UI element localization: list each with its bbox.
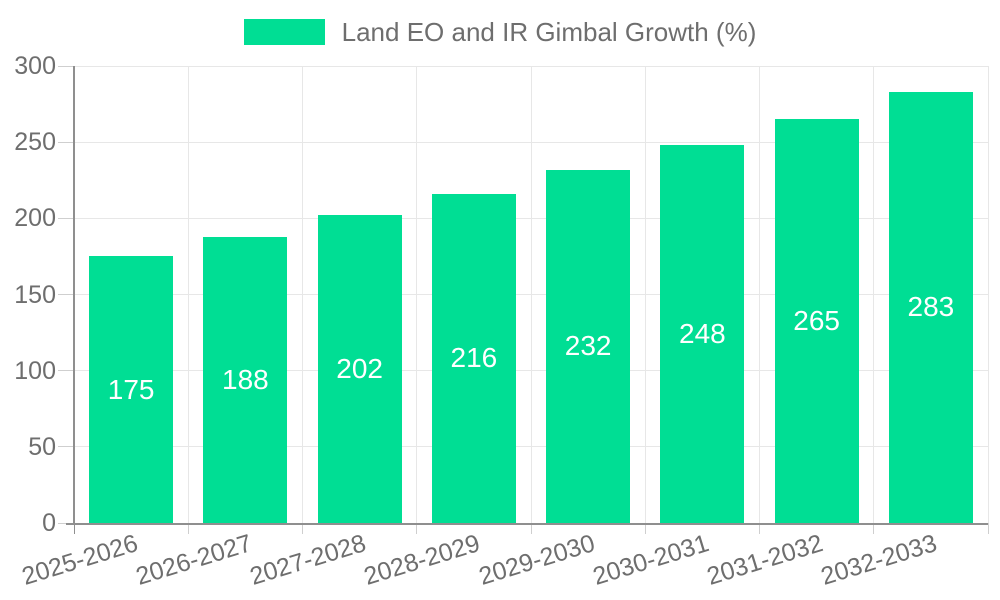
x-axis-tick <box>759 523 760 534</box>
x-gridline <box>873 66 875 523</box>
y-axis-tick-label: 100 <box>14 356 56 385</box>
x-gridline <box>530 66 532 523</box>
bar-2027-2028[interactable]: 202 <box>317 215 402 523</box>
x-axis-tick <box>73 523 75 534</box>
x-axis-tick <box>187 523 189 534</box>
y-axis-tick-label: 150 <box>14 280 56 309</box>
x-axis-tick-label: 2029-2030 <box>475 529 598 591</box>
bar-2028-2029[interactable]: 216 <box>431 193 516 523</box>
x-gridline <box>759 66 760 523</box>
x-gridline <box>416 66 418 523</box>
y-axis-tick-label: 300 <box>14 52 56 80</box>
x-axis-tick <box>302 523 303 534</box>
x-gridline <box>644 66 646 523</box>
x-axis-tick-label: 2032-2033 <box>817 529 941 591</box>
x-axis-tick-label: 2030-2031 <box>589 529 712 591</box>
bar-value-label: 232 <box>564 330 612 362</box>
bar-2025-2026[interactable]: 175 <box>89 256 174 523</box>
y-axis-tick <box>58 294 74 295</box>
x-gridline <box>302 66 303 523</box>
x-axis-line <box>66 522 988 525</box>
y-axis-tick <box>58 446 74 448</box>
y-axis-tick <box>58 141 74 143</box>
y-axis-tick-label: 200 <box>14 204 56 233</box>
bar-value-label: 283 <box>907 291 955 323</box>
y-axis-tick-label: 250 <box>14 128 56 157</box>
y-axis-line <box>72 66 75 523</box>
y-axis-tick <box>58 65 74 67</box>
y-axis-tick <box>58 370 74 372</box>
bar-2031-2032[interactable]: 265 <box>774 119 859 523</box>
bar-value-label: 216 <box>450 342 498 374</box>
bar-2026-2027[interactable]: 188 <box>203 236 288 523</box>
legend-label: Land EO and IR Gimbal Growth (%) <box>341 17 757 47</box>
x-axis-tick <box>873 523 875 534</box>
y-axis-tick-label: 50 <box>28 432 56 461</box>
legend-swatch <box>243 19 325 45</box>
x-axis-tick <box>416 523 418 534</box>
x-gridline <box>187 66 189 523</box>
y-axis-tick <box>58 217 74 219</box>
x-axis-tick-label: 2031-2032 <box>703 529 827 591</box>
y-axis-tick-label: 0 <box>42 509 56 537</box>
x-axis-tick <box>530 523 532 534</box>
bar-value-label: 248 <box>679 318 726 350</box>
x-gridline <box>987 66 989 523</box>
legend[interactable]: Land EO and IR Gimbal Growth (%) <box>0 19 1000 45</box>
x-axis-tick-label: 2028-2029 <box>360 529 484 591</box>
bar-2032-2033[interactable]: 283 <box>888 91 973 523</box>
bar-2029-2030[interactable]: 232 <box>546 169 631 523</box>
x-axis-tick <box>644 523 646 534</box>
x-axis-tick-label: 2025-2026 <box>18 529 141 591</box>
bar-value-label: 265 <box>793 305 840 337</box>
bar-value-label: 202 <box>336 353 383 385</box>
bar-2030-2031[interactable]: 248 <box>660 145 745 523</box>
x-axis-tick <box>987 523 989 534</box>
x-axis-tick-label: 2027-2028 <box>246 529 370 591</box>
bar-value-label: 175 <box>107 373 155 405</box>
x-axis-tick-label: 2026-2027 <box>132 529 255 591</box>
bar-value-label: 188 <box>222 363 269 395</box>
